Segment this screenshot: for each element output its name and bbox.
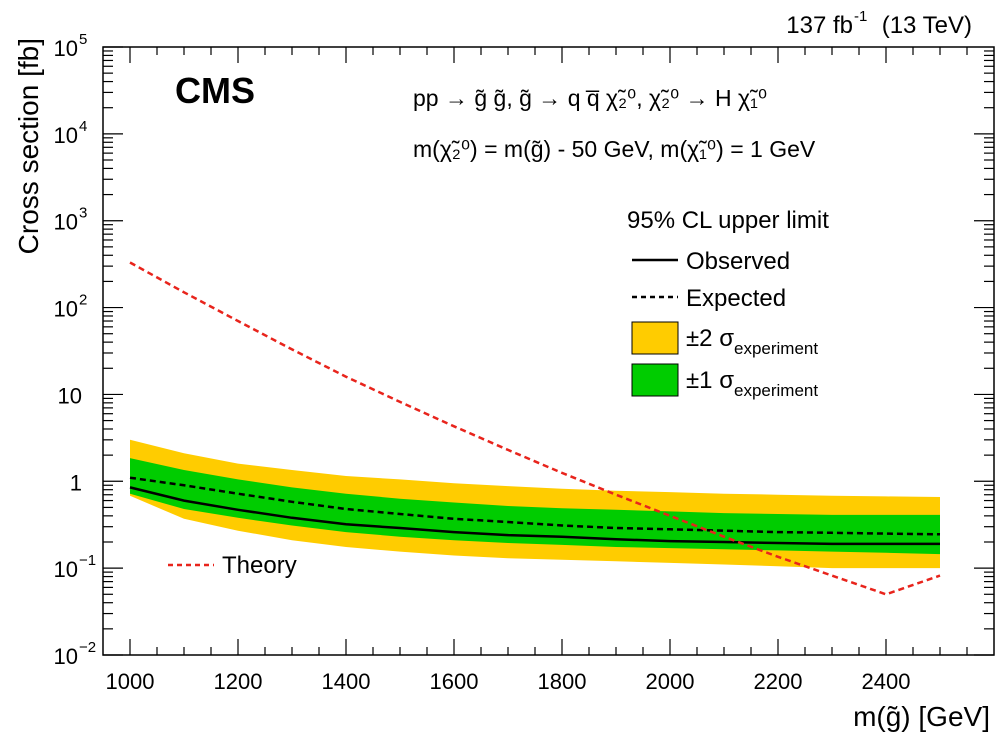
energy-label: (13 TeV)	[882, 12, 972, 39]
x-tick-label: 1600	[430, 669, 479, 694]
plot-frame	[102, 46, 995, 656]
y-tick-exponent: 3	[79, 205, 87, 222]
y-tick-label: 10	[54, 123, 78, 148]
legend-title: 95% CL upper limit	[627, 207, 829, 234]
x-tick-label: 1200	[214, 669, 263, 694]
x-tick-label: 2000	[646, 669, 695, 694]
series-observed-line	[129, 486, 940, 546]
luminosity-label: 137 fb	[786, 12, 853, 39]
y-tick-label: 10	[54, 644, 78, 669]
process-line-2: m(χ̃₂⁰) = m(g̃) - 50 GeV, m(χ̃₁⁰) = 1 Ge…	[413, 136, 816, 162]
x-tick-label: 2400	[862, 669, 911, 694]
y-tick-label: 10	[54, 36, 78, 61]
y-tick-exponent: −2	[79, 639, 96, 656]
y-tick-exponent: 5	[79, 31, 87, 48]
luminosity-exponent: -1	[854, 8, 867, 25]
limit-curves	[129, 261, 941, 596]
legend-observed-label: Observed	[686, 248, 790, 275]
legend-2sigma-label: ±2 σexperiment	[686, 325, 818, 358]
y-tick-label: 10	[54, 210, 78, 235]
legend-2sigma-swatch	[631, 321, 679, 355]
process-line-1: pp → g̃ g̃, g̃ → q q̅ χ̃₂⁰, χ̃₂⁰ → H χ̃₁…	[413, 85, 767, 111]
legend-1sigma-swatch	[631, 363, 679, 397]
legend-1sigma-label: ±1 σexperiment	[686, 367, 818, 400]
x-tick-label: 1400	[322, 669, 371, 694]
y-tick-label: 10	[54, 297, 78, 322]
y-tick-exponent: 4	[79, 118, 87, 135]
x-tick-label: 2200	[754, 669, 803, 694]
y-tick-label: 10	[54, 557, 78, 582]
cms-label: CMS	[175, 70, 255, 111]
y-tick-exponent: −1	[79, 552, 96, 569]
legend-expected-label: Expected	[686, 285, 786, 312]
x-tick-label: 1800	[538, 669, 587, 694]
legend-theory-label: Theory	[222, 552, 297, 579]
series-theory-line	[129, 261, 941, 596]
y-tick-label: 10	[58, 383, 82, 408]
x-axis-label: m(g̃) [GeV]	[853, 701, 990, 732]
y-tick-exponent: 2	[79, 292, 87, 309]
axis-ticks: 1000 1200 1400 1600 1800 2000 2200 240010−210−1…	[54, 31, 994, 694]
x-tick-label: 1000	[106, 669, 155, 694]
y-axis-label: Cross section [fb]	[13, 38, 44, 254]
y-tick-label: 1	[70, 470, 82, 495]
legend: 95% CL upper limit Observed Expected ±2 …	[168, 207, 829, 579]
uncertainty-bands	[130, 439, 940, 569]
